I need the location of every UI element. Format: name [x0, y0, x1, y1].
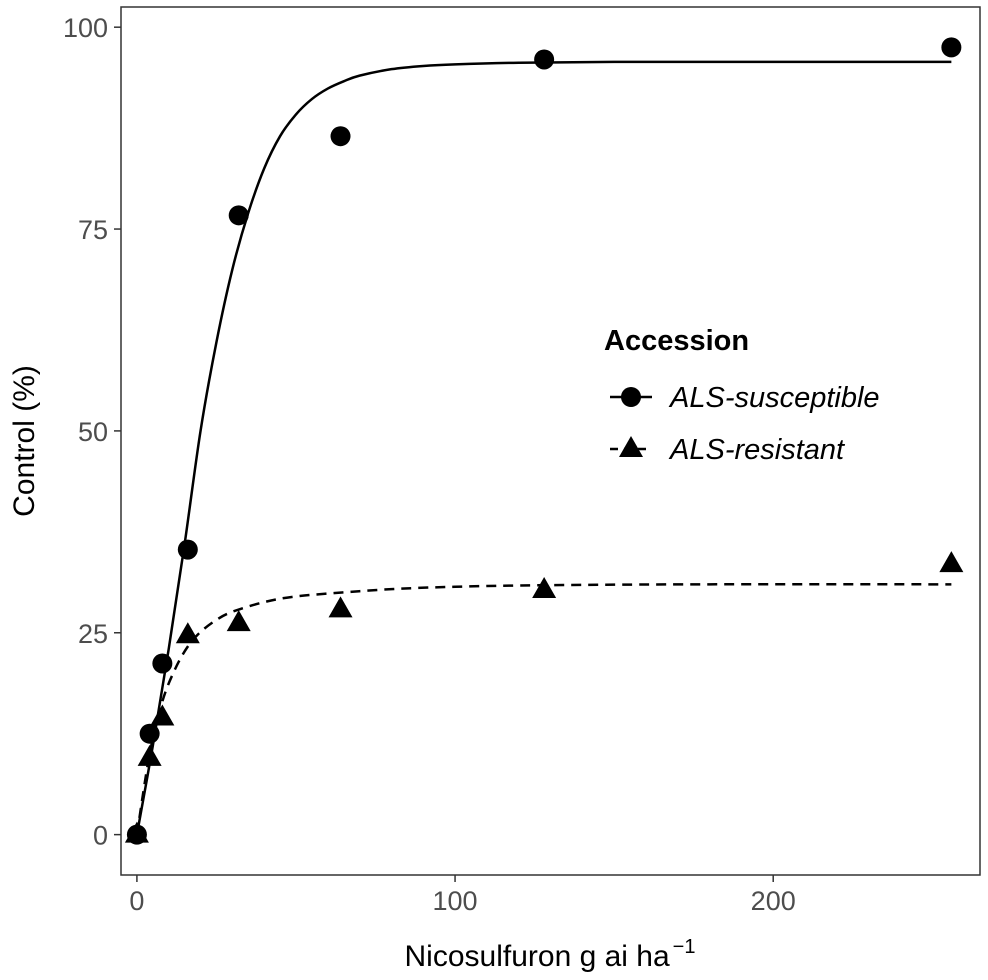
- y-tick-label: 75: [78, 215, 108, 245]
- point-als-resistant: [137, 744, 162, 766]
- fit-line-als-resistant: [135, 583, 952, 835]
- point-als-resistant: [150, 704, 175, 726]
- plot-panel: [120, 6, 981, 876]
- legend-key-susceptible: [610, 387, 652, 407]
- point-als-susceptible: [152, 653, 173, 674]
- x-tick-label: 200: [751, 886, 796, 916]
- legend-label-resistant: ALS-resistant: [668, 434, 846, 466]
- y-tick-label: 100: [63, 13, 108, 43]
- x-axis-title: Nicosulfuron g ai ha −1: [405, 936, 696, 973]
- x-axis-title-superscript: −1: [673, 936, 696, 958]
- legend-key-resistant: [610, 436, 652, 457]
- point-als-resistant: [175, 622, 200, 644]
- point-als-resistant: [124, 821, 149, 843]
- point-als-resistant: [532, 576, 557, 598]
- y-axis: 0 25 50 75 100: [63, 13, 121, 851]
- y-tick-label: 0: [93, 821, 108, 851]
- x-tick-label: 0: [129, 886, 144, 916]
- point-als-susceptible: [177, 539, 198, 560]
- x-axis: 0 100 200: [129, 875, 796, 916]
- legend-circle-marker: [621, 387, 641, 407]
- y-axis-title: Control (%): [8, 365, 41, 517]
- legend-triangle-marker: [619, 436, 643, 457]
- point-als-susceptible: [228, 205, 249, 226]
- point-als-resistant: [226, 610, 251, 632]
- point-als-susceptible: [330, 126, 351, 147]
- point-als-susceptible: [534, 49, 555, 70]
- legend-title: Accession: [604, 325, 749, 357]
- x-axis-title-main: Nicosulfuron g ai ha: [405, 940, 670, 973]
- point-als-susceptible: [941, 37, 962, 58]
- y-tick-label: 50: [78, 417, 108, 447]
- x-tick-label: 100: [433, 886, 478, 916]
- y-tick-label: 25: [78, 619, 108, 649]
- point-als-susceptible: [139, 723, 160, 744]
- point-als-resistant: [939, 551, 964, 573]
- data-points: [124, 37, 964, 845]
- legend: Accession ALS-susceptible ALS-resistant: [604, 325, 880, 466]
- point-als-resistant: [328, 596, 353, 618]
- legend-label-susceptible: ALS-susceptible: [668, 382, 880, 414]
